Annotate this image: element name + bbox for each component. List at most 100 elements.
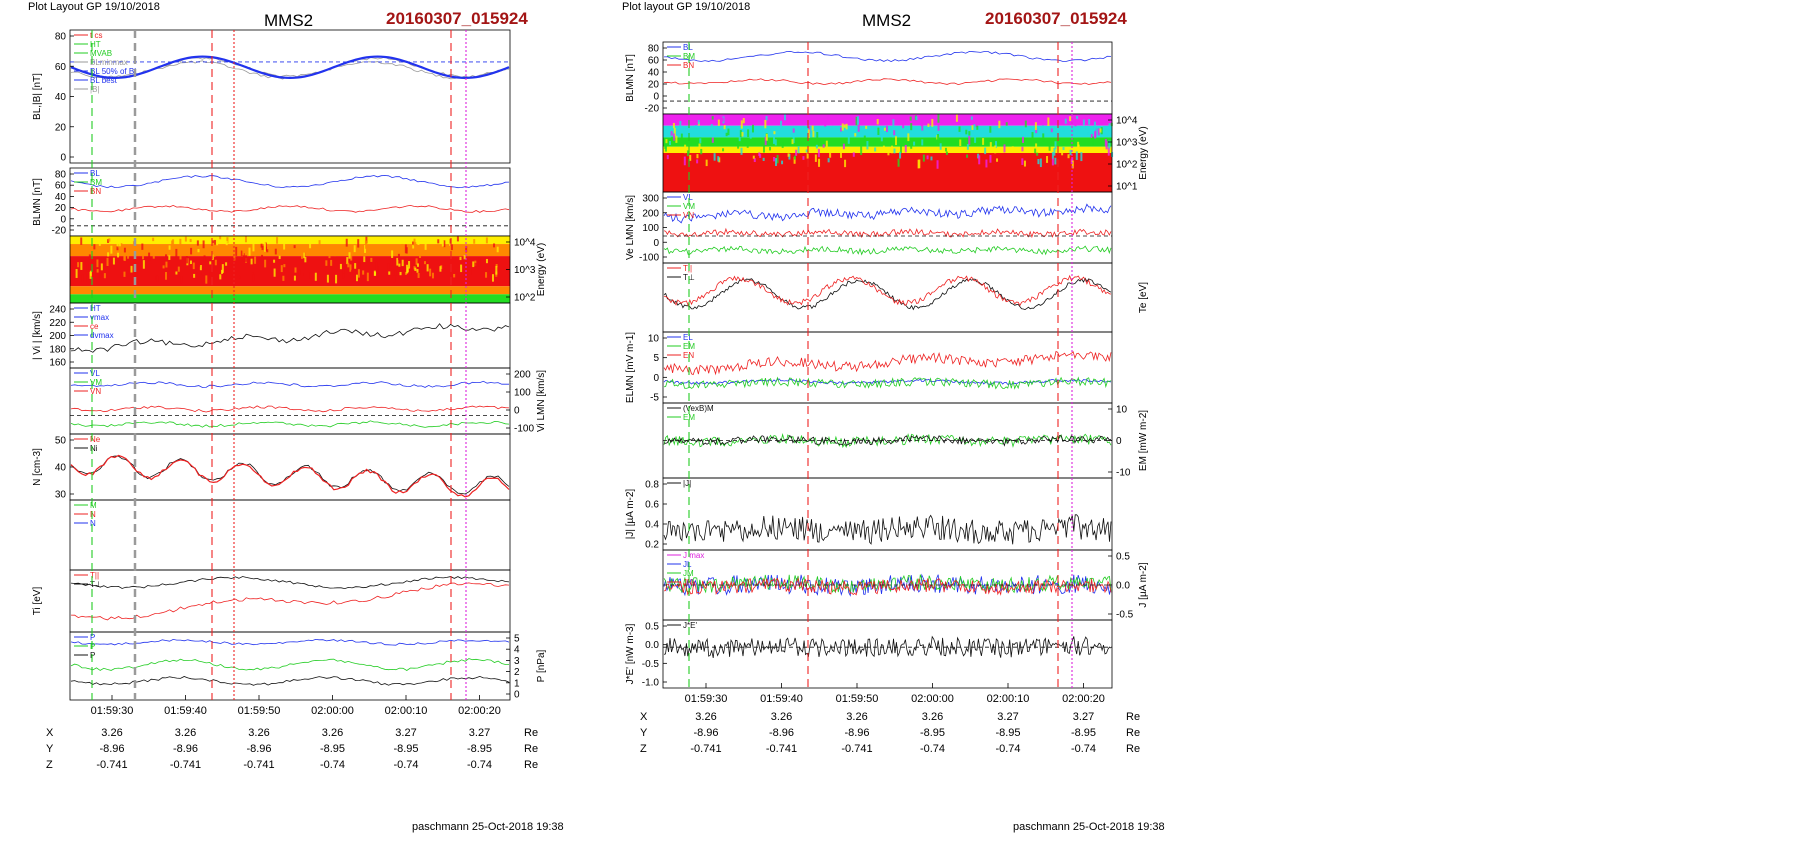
spectrogram-speck [824, 120, 827, 127]
spectrogram-speck [96, 269, 99, 273]
ephemeris-name: Z [46, 759, 53, 771]
spectrogram-speck [1024, 120, 1027, 128]
spectrogram-speck [900, 145, 903, 154]
spectrogram-speck [927, 123, 930, 127]
spectrogram-speck [887, 148, 890, 156]
spectrogram-speck [330, 237, 333, 244]
spectrogram-speck [1051, 152, 1054, 160]
y-tick-label: 0.0 [645, 640, 659, 651]
spectrogram-speck [817, 148, 820, 158]
spectrogram-speck [107, 252, 110, 257]
spectrogram-speck [863, 135, 866, 141]
spectrogram-speck [966, 154, 969, 158]
spectrogram-speck [355, 274, 358, 282]
spectrogram-speck [345, 238, 348, 247]
y-axis-label: Energy (eV) [1138, 126, 1149, 179]
y-tick-label: 4 [514, 645, 520, 656]
spectrogram-speck [670, 131, 673, 136]
y-tick-label: 30 [55, 490, 67, 501]
y-tick-label: 10 [648, 334, 660, 345]
ephemeris-value: 3.26 [101, 727, 122, 739]
spectrogram-speck [792, 128, 795, 133]
y-tick-label: 20 [648, 80, 660, 91]
spectrogram-speck [855, 116, 858, 126]
legend-entry: Ni [90, 444, 98, 453]
spectrogram-speck [212, 240, 215, 244]
y-tick-label: 60 [648, 56, 660, 67]
spectrogram-speck [931, 118, 934, 127]
spectrogram-speck [250, 258, 253, 265]
spectrogram-speck [738, 136, 741, 142]
spectrogram-speck [214, 259, 217, 266]
spectrogram-speck [252, 243, 255, 252]
series-line-blue [663, 378, 1112, 386]
ephemeris-value: -8.96 [99, 743, 124, 755]
spectrogram-speck [88, 254, 91, 260]
spectrogram-speck [155, 276, 158, 281]
ephemeris-unit: Re [1126, 711, 1140, 723]
y-axis-label: | Vi | [km/s] [32, 311, 43, 360]
spectrogram-speck [439, 266, 442, 272]
spectrogram-speck [186, 258, 189, 264]
spectrogram-speck [899, 151, 902, 159]
spectrogram-speck [242, 253, 245, 262]
spectrogram-speck [266, 249, 269, 253]
y-axis-label: BLMN [nT] [32, 178, 43, 226]
spectrogram-speck [202, 240, 205, 249]
spectrogram-speck [891, 145, 894, 154]
spectrogram-speck [219, 274, 222, 280]
spectrogram-speck [70, 265, 73, 270]
spectrogram-speck [742, 118, 745, 124]
y-axis-label: N [cm-3] [32, 448, 43, 486]
spectrogram-speck [391, 250, 394, 258]
spectrogram-speck [415, 258, 418, 265]
right-panel-8: J*E' 0.5 0.0 -0.5 -1.0 J*E' [nW m-3] [625, 619, 1113, 689]
spectrogram-speck [165, 261, 168, 268]
spectrogram-speck [844, 159, 847, 168]
spectrogram-speck [802, 156, 805, 160]
spectrogram-speck [244, 255, 247, 262]
spectrogram-speck [1035, 143, 1038, 153]
spectrogram-speck [248, 247, 251, 256]
series-line-red [70, 204, 510, 213]
spectrogram-speck [1011, 146, 1014, 152]
spectrogram-speck [177, 266, 180, 272]
spectrogram-speck [404, 271, 407, 275]
spectrogram-speck [193, 273, 196, 278]
spectrogram-speck [283, 243, 286, 250]
spectrogram-speck [989, 154, 992, 163]
ephemeris-value: -0.741 [841, 743, 872, 755]
spectrogram-speck [1108, 140, 1111, 149]
spectrogram-speck [390, 257, 393, 266]
series-line-black [663, 514, 1112, 545]
spectrogram-speck [409, 269, 412, 275]
spectrogram-speck [1108, 123, 1111, 131]
spectrogram-speck [1042, 133, 1045, 143]
spectrogram-speck [89, 270, 92, 276]
spectrogram-speck [453, 273, 456, 278]
spectrogram-speck [699, 138, 702, 144]
ephemeris-value: 3.26 [175, 727, 196, 739]
spectrogram-speck [753, 158, 756, 163]
spectrogram-speck [773, 157, 776, 162]
y-tick-label: -0.5 [1116, 610, 1134, 621]
spectrogram-speck [822, 144, 825, 148]
spectrogram-speck [393, 275, 396, 283]
ephemeris-value: -0.74 [393, 759, 418, 771]
legend-entry: vmax [90, 313, 109, 322]
spectrogram-speck [235, 246, 238, 256]
spectrogram-speck [904, 144, 907, 153]
legend-entry: t cs [90, 31, 102, 40]
spectrogram-speck [303, 252, 306, 259]
y-axis-label: Te [eV] [1138, 282, 1149, 313]
right-panel-5: (VexB)MEM 10 0 -10 EM [mW m-2] [662, 402, 1149, 479]
spectrogram-speck [335, 274, 338, 284]
spectrogram-speck [242, 247, 245, 256]
legend-entry: BLminmax [90, 58, 128, 67]
spacecraft-title: MMS2 [862, 11, 911, 30]
ephemeris-value: -0.74 [1071, 743, 1096, 755]
spectrogram-speck [443, 240, 446, 248]
y-tick-label: -100 [514, 424, 534, 435]
